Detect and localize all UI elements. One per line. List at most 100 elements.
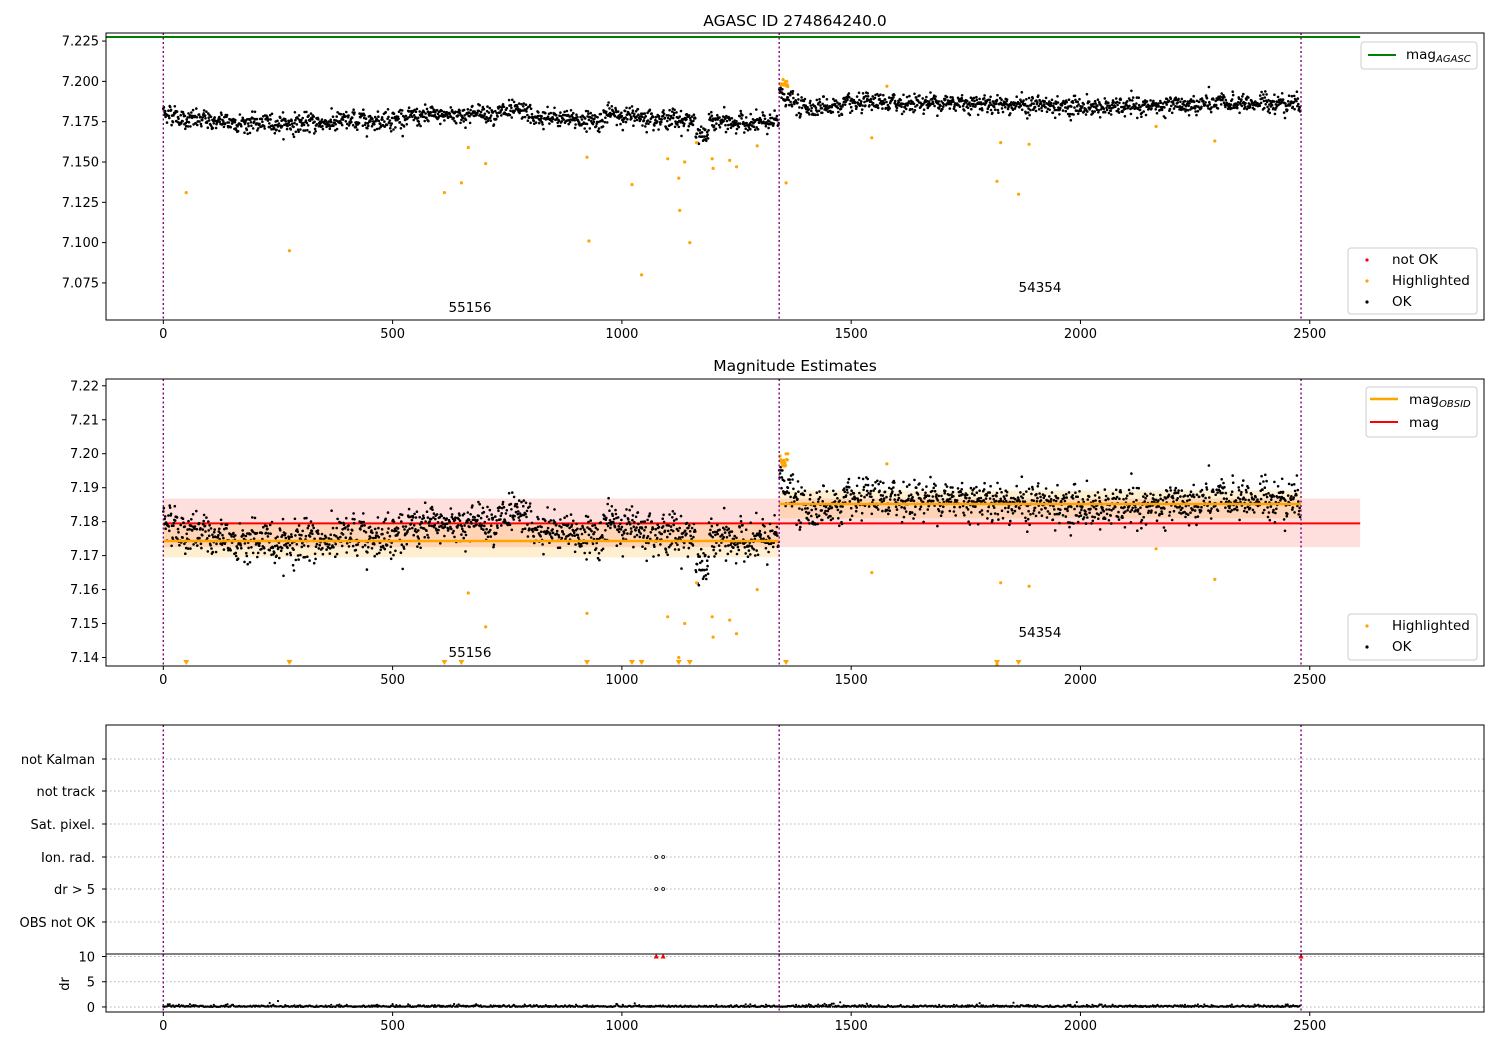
ok-point xyxy=(263,127,267,130)
ok-point xyxy=(610,112,613,116)
ok-point xyxy=(433,113,437,117)
ok-point xyxy=(404,525,408,528)
ok-point xyxy=(907,100,911,103)
ok-point xyxy=(462,108,466,112)
ok-point xyxy=(622,531,626,535)
ok-point xyxy=(186,547,190,550)
ok-point xyxy=(678,536,682,539)
ok-point xyxy=(335,552,339,556)
ok-point xyxy=(449,507,453,510)
ok-point xyxy=(1173,489,1177,492)
ok-point xyxy=(324,536,328,539)
ok-point xyxy=(1222,101,1226,104)
ok-point xyxy=(1008,523,1011,527)
panel-magnitude-estimates: Magnitude Estimates 0 500 1000 1500 2000 2500… xyxy=(70,357,1485,688)
ok-point xyxy=(488,508,492,512)
ok-point xyxy=(520,530,524,534)
ok-point xyxy=(295,123,299,126)
ok-point xyxy=(1007,506,1010,510)
ok-point xyxy=(1132,500,1135,504)
ok-point xyxy=(621,533,624,537)
ok-point xyxy=(428,520,432,523)
ok-point xyxy=(556,124,560,128)
x-tick-label: 2500 xyxy=(1293,327,1326,342)
ok-point xyxy=(507,521,510,525)
ok-point xyxy=(651,527,655,531)
ok-point xyxy=(814,507,818,511)
ok-point xyxy=(296,530,300,533)
ok-point xyxy=(1240,490,1243,494)
ok-point xyxy=(864,483,868,487)
highlighted-point xyxy=(885,84,889,88)
ok-point xyxy=(207,119,211,122)
ok-point xyxy=(286,546,289,550)
ok-point xyxy=(477,500,480,504)
ok-point xyxy=(579,527,582,531)
ok-point xyxy=(860,494,863,498)
highlighted-point xyxy=(587,239,591,243)
ok-point xyxy=(926,508,930,511)
ok-point xyxy=(1058,511,1062,515)
ok-point xyxy=(850,109,854,113)
ok-point xyxy=(710,524,714,528)
ok-point xyxy=(509,103,513,107)
ok-point xyxy=(435,513,439,516)
ok-point xyxy=(596,116,599,119)
ok-point xyxy=(448,520,452,524)
ok-point xyxy=(919,505,923,509)
ok-point xyxy=(415,530,418,534)
ok-point xyxy=(190,518,193,521)
highlighted-point xyxy=(695,141,699,145)
ok-point xyxy=(596,556,600,560)
ok-point xyxy=(1071,497,1075,500)
ok-point xyxy=(906,104,909,107)
ok-point xyxy=(716,532,719,536)
ok-point xyxy=(1069,534,1073,537)
ok-point xyxy=(347,124,351,127)
ok-point xyxy=(1092,499,1095,503)
ok-point xyxy=(282,138,285,141)
ok-point xyxy=(666,535,669,539)
ok-point xyxy=(699,547,703,551)
ok-point xyxy=(423,103,427,106)
ok-point xyxy=(576,533,580,537)
ok-point xyxy=(1013,107,1017,110)
ok-point xyxy=(245,128,249,132)
ok-point xyxy=(668,532,672,536)
ok-point xyxy=(529,107,533,110)
ok-point xyxy=(281,111,285,114)
ok-point xyxy=(202,519,205,523)
ok-point xyxy=(467,518,471,522)
ok-point xyxy=(1236,103,1239,107)
ok-point xyxy=(236,125,239,128)
ok-point xyxy=(921,97,924,100)
ok-point xyxy=(265,524,268,528)
ok-point xyxy=(866,92,869,95)
ok-point xyxy=(743,560,746,563)
ok-point xyxy=(899,98,902,102)
ok-point xyxy=(1105,512,1109,516)
ok-point xyxy=(1075,504,1079,508)
ok-point xyxy=(1194,515,1197,519)
ok-point xyxy=(897,496,901,500)
ok-point xyxy=(1055,512,1059,516)
ok-point xyxy=(1108,106,1111,110)
ok-point xyxy=(1065,496,1068,499)
ok-point xyxy=(1160,510,1163,513)
ok-point xyxy=(1189,98,1193,101)
ok-point xyxy=(1098,116,1102,119)
ok-point xyxy=(882,499,885,503)
ok-point xyxy=(494,117,498,121)
ok-point xyxy=(650,112,653,115)
ok-point xyxy=(1200,488,1204,492)
ok-point xyxy=(229,549,232,552)
ok-point xyxy=(717,123,721,127)
ok-point xyxy=(412,114,416,117)
ok-point xyxy=(1058,521,1061,525)
ok-point xyxy=(773,109,776,112)
ok-point xyxy=(622,537,625,540)
ok-point xyxy=(680,567,683,570)
ok-point xyxy=(1105,108,1109,112)
ok-point xyxy=(456,114,460,117)
ok-point xyxy=(340,544,344,548)
